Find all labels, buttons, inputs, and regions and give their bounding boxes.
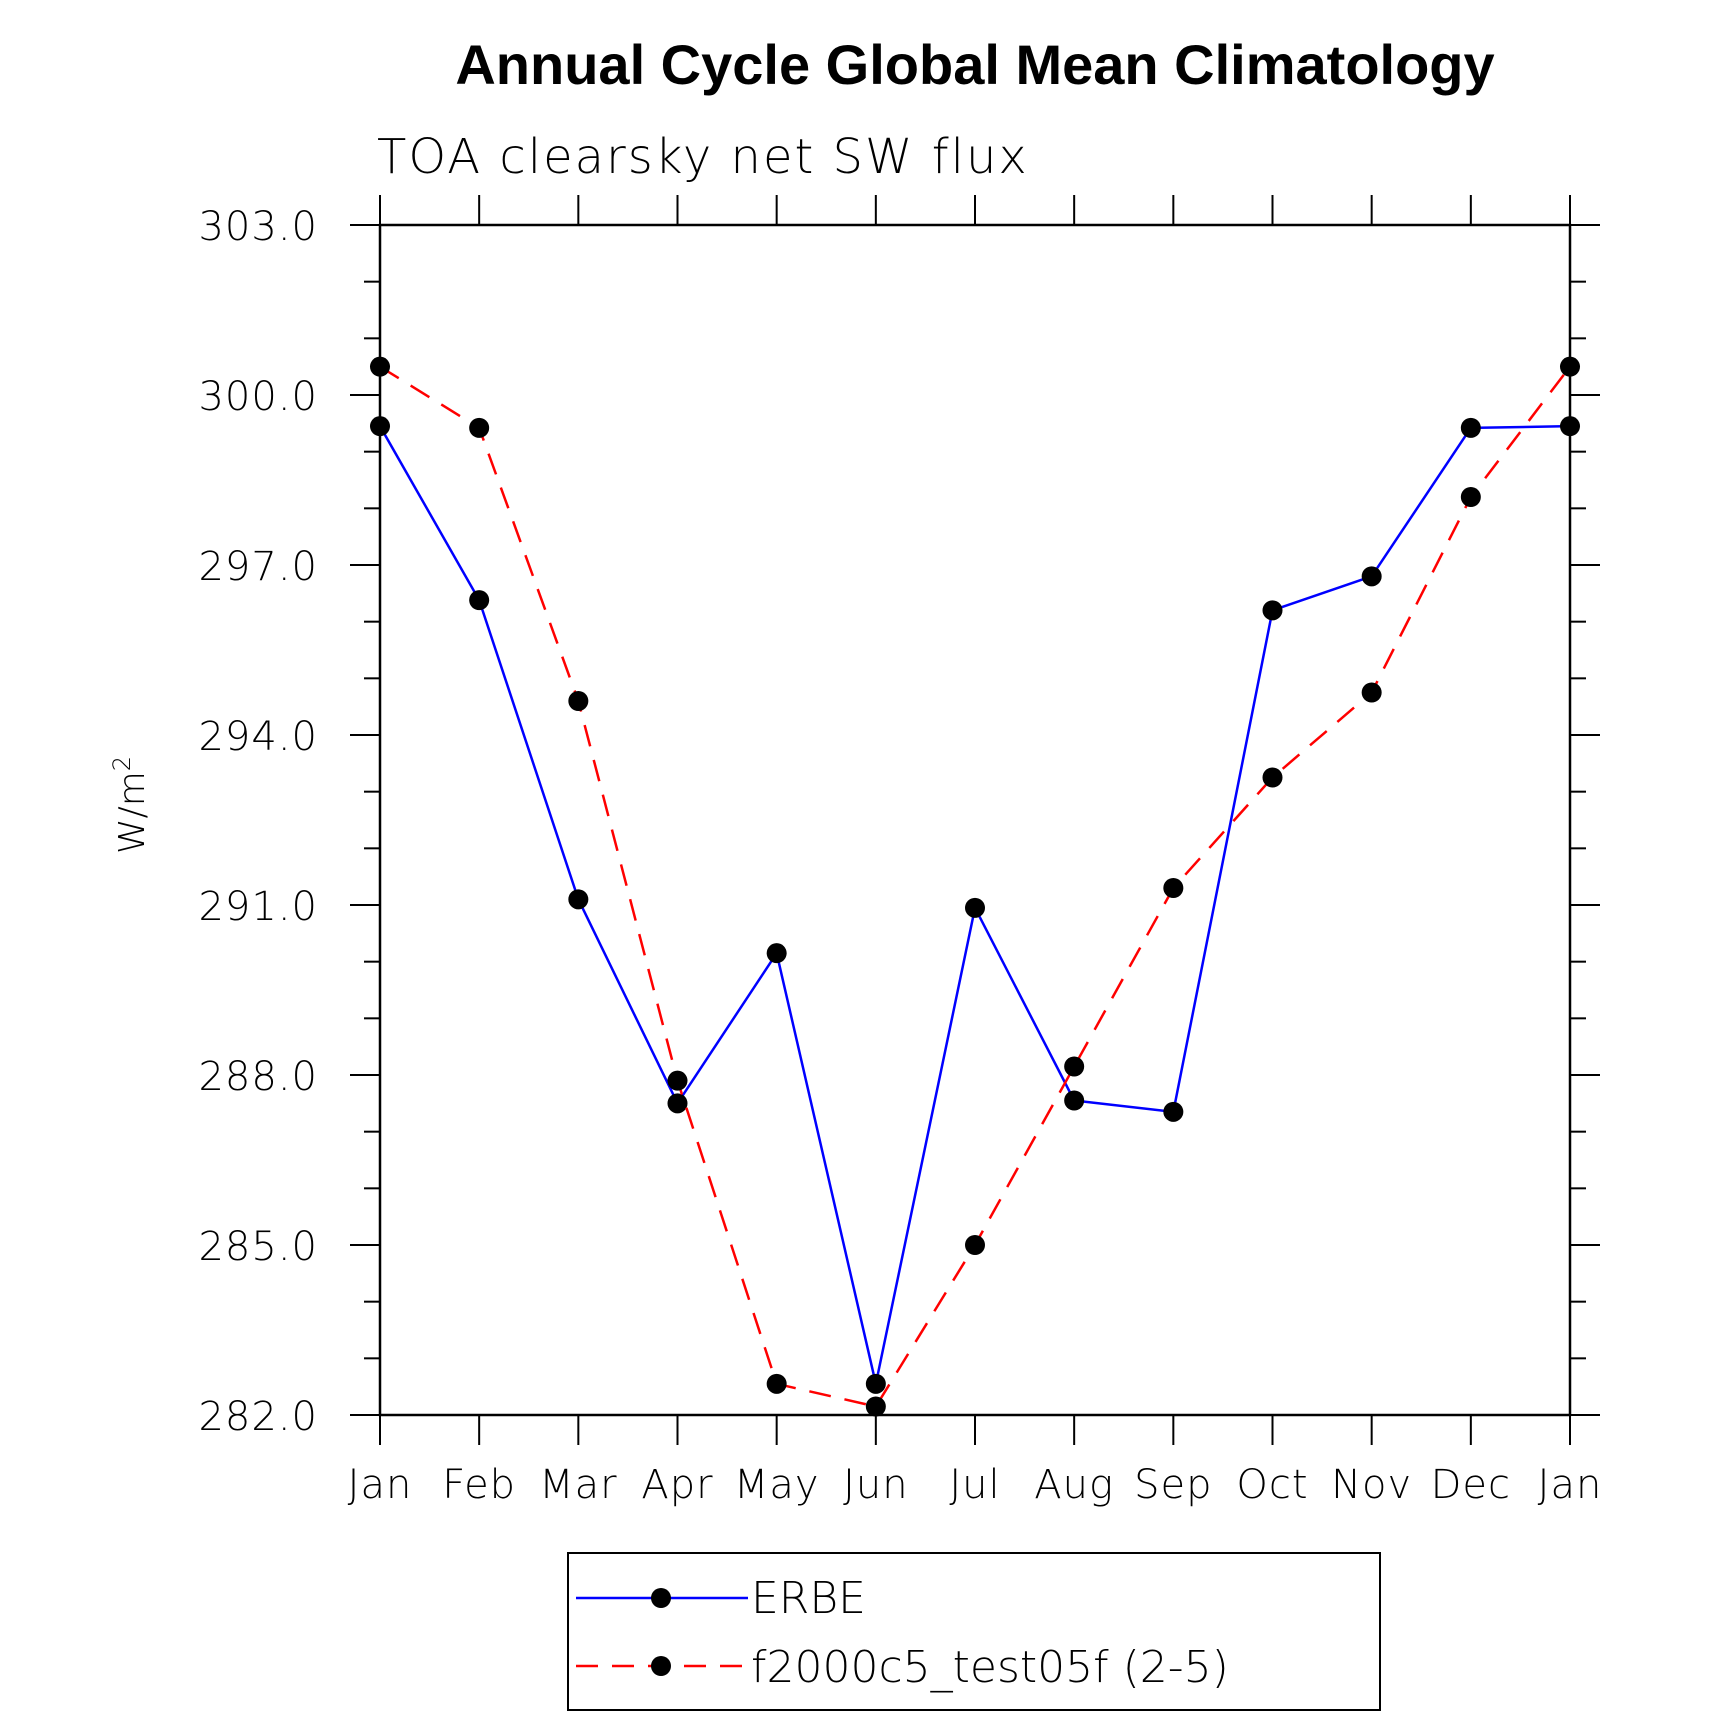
y-axis-label: W/m2 [108, 756, 153, 854]
y-tick-label: 285.0 [198, 1224, 318, 1270]
legend-box [567, 1552, 1381, 1711]
x-tick-label: May [734, 1462, 820, 1508]
y-tick-label: 300.0 [198, 374, 318, 420]
data-point [469, 417, 490, 438]
legend-label-model: f2000c5_test05f (2-5) [751, 1642, 1229, 1693]
data-point [1361, 566, 1382, 587]
data-point [1064, 1056, 1085, 1077]
x-tick-label: Oct [1236, 1462, 1308, 1508]
data-point [370, 356, 390, 377]
data-point [667, 1070, 688, 1091]
data-point [667, 1093, 688, 1114]
x-tick-label: Aug [1034, 1462, 1114, 1508]
x-tick-label: Jan [1538, 1462, 1603, 1508]
series-1 [370, 356, 1580, 1417]
y-axis: 282.0 285.0 288.0 291.0 294.0 297.0 300.0 303.0 [198, 204, 1600, 1440]
y-tick-label: 297.0 [198, 544, 318, 590]
data-point [865, 1373, 886, 1394]
data-point [1560, 356, 1580, 377]
x-tick-label: Nov [1331, 1462, 1412, 1508]
series-0 [370, 416, 1580, 1394]
y-tick-label: 294.0 [198, 714, 318, 760]
data-point [1064, 1090, 1085, 1111]
data-point [965, 897, 985, 918]
data-point [965, 1235, 985, 1255]
data-point [568, 889, 589, 910]
x-tick-label: Jun [843, 1462, 909, 1508]
y-tick-label: 291.0 [198, 884, 318, 930]
y-tick-label: 303.0 [198, 204, 318, 250]
data-point [766, 943, 787, 964]
data-point [1163, 1101, 1184, 1122]
x-tick-label: Dec [1431, 1462, 1511, 1508]
data-point [1163, 878, 1184, 898]
data-point [1560, 416, 1580, 437]
x-tick-label: Jul [949, 1462, 1000, 1508]
data-point [568, 691, 589, 711]
x-tick-label: Jan [348, 1462, 413, 1508]
x-axis: Jan Feb Mar Apr May Jun Jul Aug Sep Oct Nov Dec Jan [348, 195, 1603, 1508]
y-tick-label: 282.0 [198, 1394, 318, 1440]
legend: ERBE f2000c5_test05f (2-5) [567, 1552, 1381, 1711]
data-point [1262, 767, 1283, 788]
y-tick-label: 288.0 [198, 1054, 318, 1100]
y-axis-label-superscript: 2 [108, 756, 136, 771]
chart-title: Annual Cycle Global Mean Climatology [455, 33, 1494, 96]
chart-subtitle: TOA clearsky net SW flux [377, 129, 1029, 185]
data-point [469, 590, 490, 611]
data-point [1460, 487, 1481, 507]
data-point [766, 1373, 787, 1394]
x-tick-label: Apr [641, 1462, 713, 1508]
data-point [865, 1396, 886, 1417]
x-tick-label: Sep [1134, 1462, 1212, 1508]
legend-label-erbe: ERBE [751, 1573, 866, 1624]
data-point [370, 416, 390, 437]
x-tick-label: Feb [442, 1462, 516, 1508]
data-point [1460, 417, 1481, 438]
y-axis-label-text: W/m [112, 771, 153, 854]
data-point [1361, 682, 1382, 703]
data-point [1262, 600, 1283, 621]
legend-marker-model [651, 1656, 671, 1676]
legend-marker-erbe [651, 1588, 671, 1608]
x-tick-label: Mar [539, 1462, 617, 1508]
series-layer [370, 356, 1580, 1417]
